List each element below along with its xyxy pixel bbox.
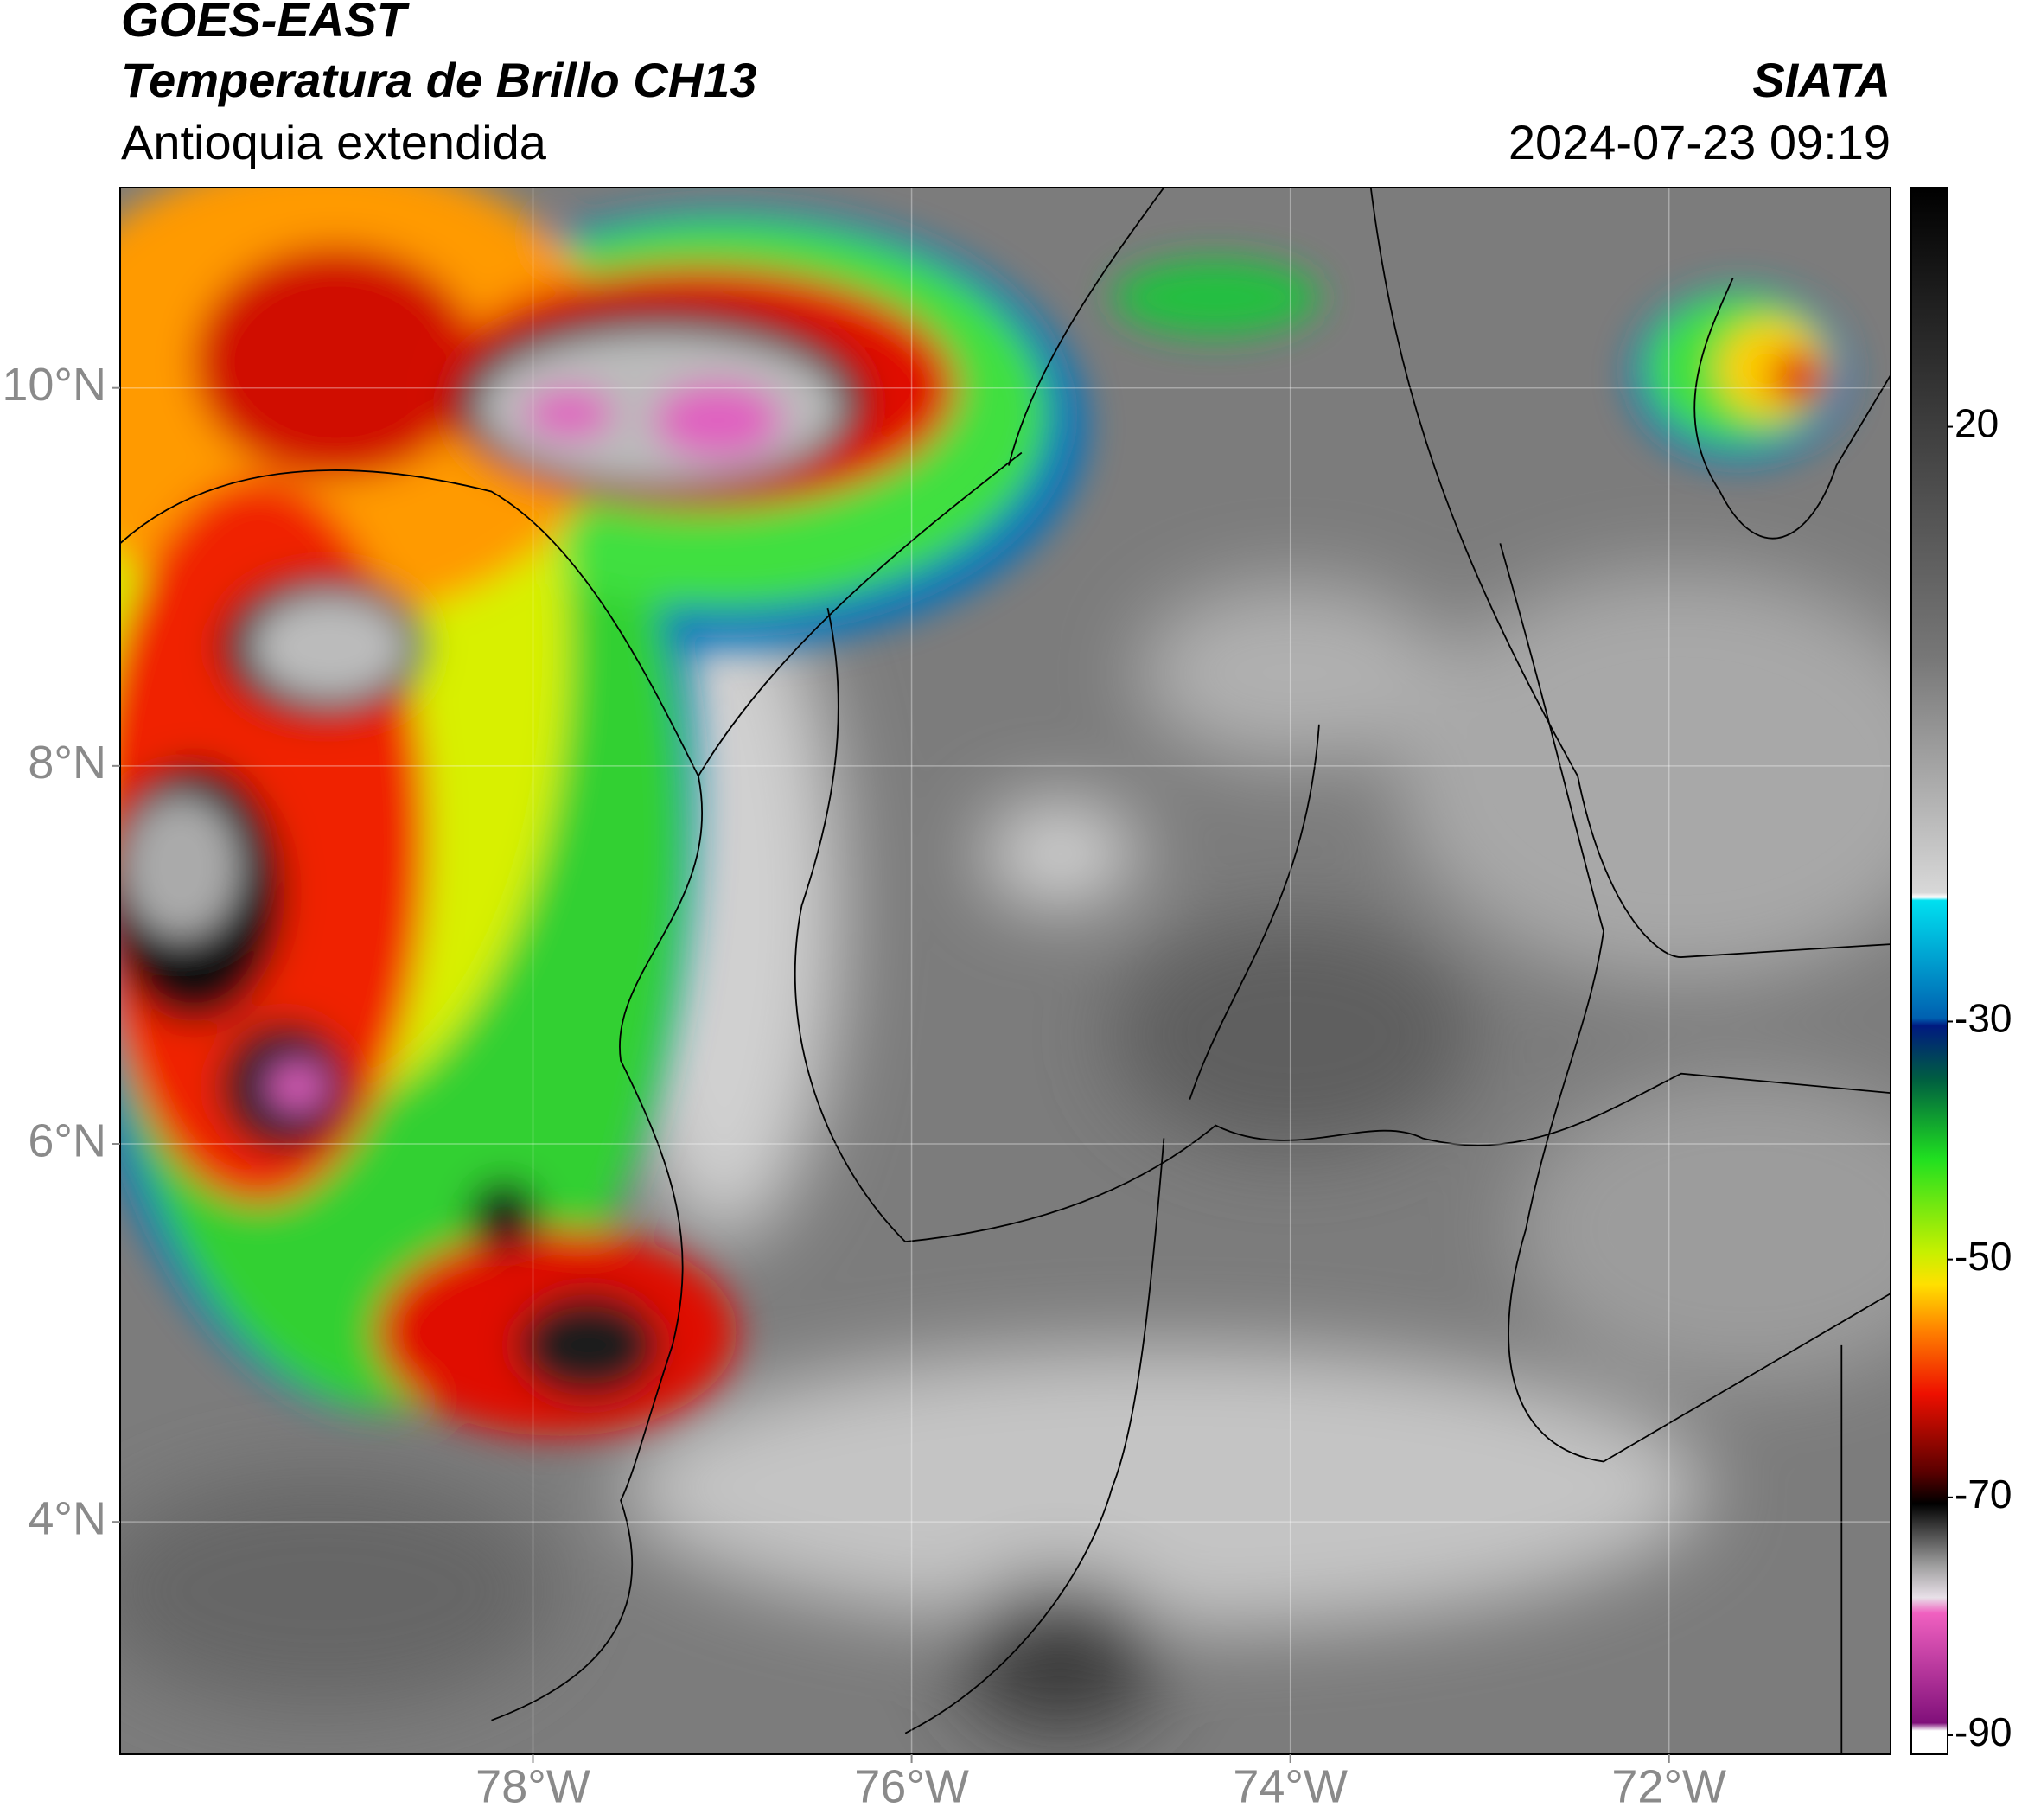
colorbar bbox=[1910, 187, 1948, 1755]
source: SIATA bbox=[1752, 53, 1891, 107]
x-tick-label: 76°W bbox=[854, 1760, 969, 1812]
datetime: 2024-07-23 09:19 bbox=[1508, 115, 1891, 169]
x-tick-label: 78°W bbox=[475, 1760, 590, 1812]
y-tick-label: 10°N bbox=[2, 359, 106, 411]
y-tick-label: 6°N bbox=[28, 1114, 106, 1166]
map-frame bbox=[119, 187, 1891, 1755]
colorbar-tick-label: -30 bbox=[1955, 996, 2012, 1041]
x-tick-label: 72°W bbox=[1611, 1760, 1726, 1812]
colorbar-tick-label: -90 bbox=[1955, 1709, 2012, 1754]
y-tick-label: 4°N bbox=[28, 1492, 106, 1544]
satellite-image bbox=[120, 188, 1891, 1754]
region: Antioquia extendida bbox=[121, 115, 547, 169]
colorbar-tick-label: -50 bbox=[1955, 1234, 2012, 1279]
x-tick-label: 74°W bbox=[1233, 1760, 1348, 1812]
title: GOES-EAST bbox=[121, 0, 411, 47]
subtitle: Temperatura de Brillo CH13 bbox=[121, 53, 756, 107]
colorbar-tick-label: 20 bbox=[1955, 401, 1999, 446]
colorbar-tick-label: -70 bbox=[1955, 1472, 2012, 1517]
y-tick-label: 8°N bbox=[28, 737, 106, 789]
